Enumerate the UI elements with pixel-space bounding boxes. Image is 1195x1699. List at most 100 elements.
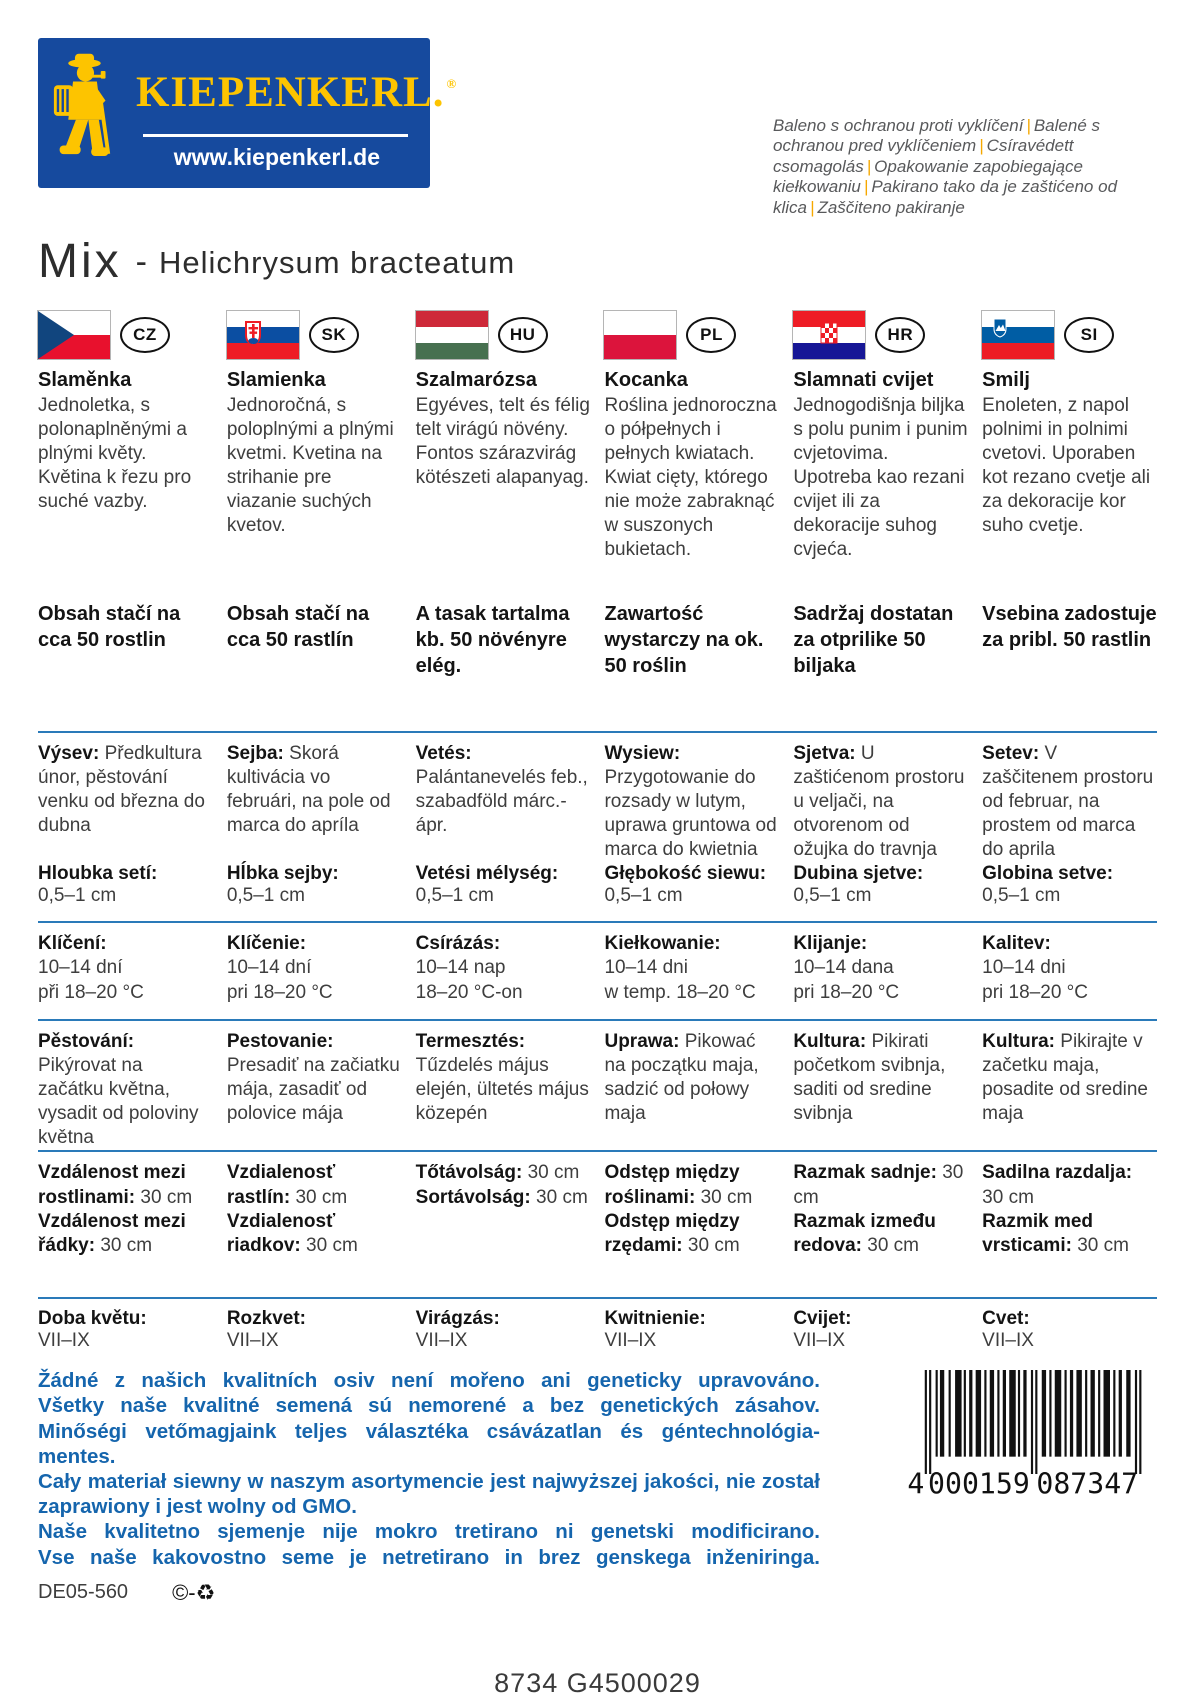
germination-info: Klíčenie: 10–14 dní pri 18–20 °C [227,932,402,1019]
content-amount: Sadržaj dostatan za otprilike 50 biljaka [793,602,954,677]
spacing-info: Odstęp między roślinami: 30 cm Odstęp mi… [604,1161,779,1297]
germination-info: Klíčení: 10–14 dní při 18–20 °C [38,932,213,1019]
spacing-value: 30 cm [687,1235,740,1257]
spacing-label: Razmik med vrsticami: [982,1210,1094,1257]
sowing-text: Przygotowanie do rozsady w lutym, uprawa… [604,767,777,861]
plant-column-pl: Kocanka Roślina jednoroczna o półpełnych… [604,369,779,601]
flowering-label: Cvijet: [793,1308,852,1330]
content-amount: A tasak tartalma kb. 50 növényre elég. [415,602,570,677]
flowering-label: Cvet: [982,1308,1030,1330]
row-spacing: Vzdialenosť riadkov: 30 cm [227,1210,402,1259]
flowering-info: Doba květu: VII–IX [38,1308,213,1364]
note-segment: Opakowanie zapobiegające kiełkowaniu [773,156,1084,197]
spacing-value: 30 cm [793,1162,964,1208]
germination-value: 10–14 nap 18–20 °C-on [415,957,523,1003]
germination-value: 10–14 dní pri 18–20 °C [226,957,333,1003]
spacing-label: Odstęp między rzędami: [604,1210,740,1257]
recycle-icon: ©-♻ [172,1579,216,1605]
plant-name: Slamnati cvijet [793,368,934,391]
plant-spacing: Vzdálenost mezi rostlinami: 30 cm [38,1161,213,1210]
latin-name: Helichrysum bracteatum [158,244,516,280]
sowing-label: Výsev: [38,742,100,764]
descriptions-row: Slaměnka Jednoletka, s polonaplněnými a … [38,369,1157,601]
spacing-label: Sortávolság: [415,1186,531,1208]
culture-label: Termesztés: [415,1030,526,1052]
plant-column-sk: Slamienka Jednoročná, s poloplnými a pln… [227,369,402,601]
content-amount: Obsah stačí na cca 50 rostlin [38,602,181,651]
culture-row: Pěstování: Pikýrovat na začátku května, … [38,1018,1157,1151]
depth-label: Hĺbka sejby: [226,862,339,884]
plant-name: Szalmarózsa [415,368,537,391]
flowering-label: Kwitnienie: [604,1308,706,1330]
culture-text: Presadiť na začiatku mája, zasadiť od po… [226,1054,400,1124]
gmo-line-hu: Minőségi vetőmagjaink teljes választéka … [38,1419,820,1468]
flag-hu-icon [414,309,489,360]
depth-value: 0,5–1 cm [604,884,683,906]
culture-label: Kultura: [982,1030,1055,1052]
depth-label: Dubina sjetve: [793,862,924,884]
culture-label: Pestovanie: [226,1030,334,1052]
country-code-badge: HU [497,316,548,353]
sowing-text: V zaščitenem prostoru od februar, na pro… [982,742,1154,861]
sowing-depth: Vetési mélység: 0,5–1 cm [416,863,591,921]
note-segment: Zaščiteno pakiranje [817,197,965,217]
plant-description: Jednogodišnja biljka s polu punim i puni… [793,394,968,560]
sowing-section: Výsev: Předkultura únor, pěstování venku… [38,730,1157,921]
flowering-value: VII–IX [415,1330,468,1352]
note-separator: | [866,156,872,176]
sowing-depth: Hloubka setí: 0,5–1 cm [38,863,213,921]
culture-text: Pikýrovat na začátku května, vysadit od … [38,1054,199,1149]
header: KIEPENKERL. ® www.kiepenkerl.de Baleno s … [38,0,1157,218]
note-segment: Balené s ochranou pred vyklíčeniem [773,116,1101,156]
plant-spacing: Vzdialenosť rastlín: 30 cm [227,1161,402,1210]
flag-cell-hu: HU [414,309,591,360]
plant-column-hr: Slamnati cvijet Jednogodišnja biljka s p… [793,369,968,601]
gmo-statement: Žádné z našich kvalitních osiv není moře… [38,1368,820,1570]
culture-text: Tűzdelés május elején, ültetés május köz… [415,1054,589,1124]
culture-info: Pestovanie: Presadiť na začiatku mája, z… [227,1030,402,1151]
spacing-value: 30 cm [100,1235,153,1257]
sowing-text: Palántanevelés feb., szabadföld márc.- á… [415,767,588,837]
spacing-label: Vzdialenosť rastlín: [226,1162,336,1208]
culture-info: Kultura: Pikirati početkom svibnja, sadi… [793,1030,968,1151]
row-spacing: Sortávolság: 30 cm [416,1186,591,1210]
spacing-label: Odstęp między roślinami: [604,1162,740,1208]
flowering-value: VII–IX [226,1330,279,1352]
barcode: 4 000159 087347 [907,1370,1157,1500]
flowering-value: VII–IX [982,1330,1034,1352]
product-code: DE05-560 [38,1581,129,1604]
spacing-label: Razmak između redova: [793,1210,936,1257]
flowering-info: Rozkvet: VII–IX [227,1308,402,1364]
germination-label: Klijanje: [793,932,868,954]
spacing-info: Sadilna razdalja: 30 cm Razmik med vrsti… [982,1161,1157,1297]
gmo-line-pl: Cały materiał siewny w naszym asortymenc… [38,1470,820,1519]
spacing-value: 30 cm [527,1162,580,1184]
sowing-label: Setev: [982,742,1040,764]
flowering-label: Rozkvet: [226,1308,307,1330]
flowering-value: VII–IX [38,1330,90,1352]
flags-row: CZ SK HU PL [37,309,1157,360]
sowing-label: Vetés: [415,742,472,764]
note-segment: Csíravédett csomagolás [773,136,1074,176]
title-dash: - [135,242,147,281]
spacing-value: 30 cm [867,1235,919,1257]
plant-spacing: Odstęp między roślinami: 30 cm [604,1161,779,1210]
depth-label: Globina setve: [982,862,1114,884]
sowing-text: Skorá kultivácia vo februári, na pole od… [226,742,391,837]
gmo-line-si: Vse naše kakovostno seme je netretirano … [38,1545,820,1569]
sowing-info: Sejba: Skorá kultivácia vo februári, na … [227,742,402,863]
germination-label: Klíčení: [38,932,107,954]
kiepenkerl-logo: KIEPENKERL. ® www.kiepenkerl.de [38,38,456,188]
content-amount-row: Obsah stačí na cca 50 rostlin Obsah stač… [38,601,1157,731]
sowing-depth: Dubina sjetve: 0,5–1 cm [793,863,968,921]
gmo-line-cz: Žádné z našich kvalitních osiv není moře… [38,1369,820,1393]
germination-value: 10–14 dni pri 18–20 °C [982,957,1088,1003]
content-amount: Vsebina zadostuje za pribl. 50 rastlin [982,602,1157,651]
plant-description: Jednoročná, s poloplnými a plnými kvetmi… [226,394,394,536]
germination-label: Kiełkowanie: [604,932,721,954]
sowing-info: Setev: V zaščitenem prostoru od februar,… [982,742,1157,863]
flag-cell-cz: CZ [37,309,213,360]
sowing-depth-row: Hloubka setí: 0,5–1 cm Hĺbka sejby: 0,5–1 … [38,863,1157,921]
plant-spacing: Tőtávolság: 30 cm [416,1161,591,1185]
